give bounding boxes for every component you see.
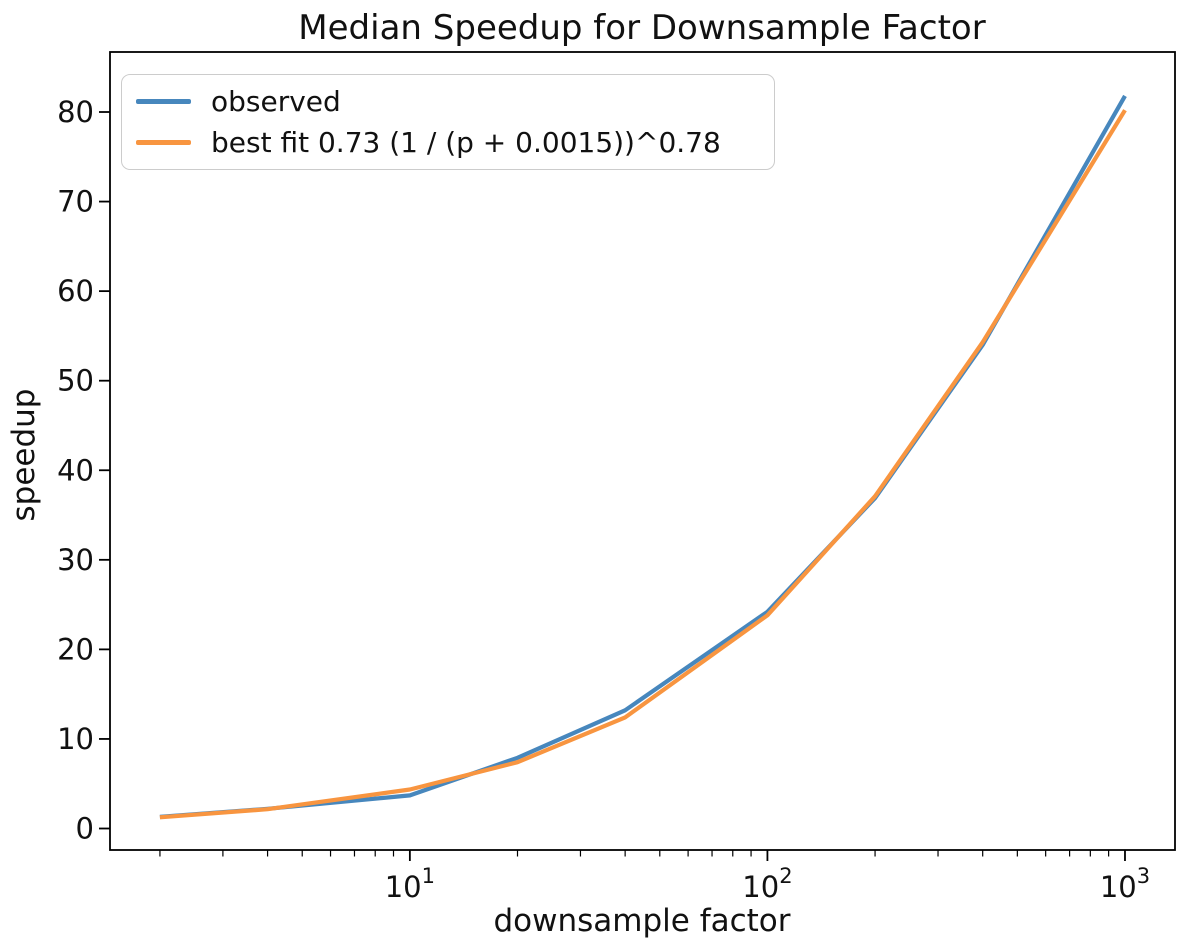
y-tick-label: 40 — [57, 453, 94, 487]
y-tick-label: 50 — [57, 364, 94, 398]
y-tick-label: 20 — [57, 632, 94, 666]
y-tick-label: 10 — [57, 722, 94, 756]
y-tick-label: 30 — [57, 543, 94, 577]
chart-title: Median Speedup for Downsample Factor — [298, 8, 986, 48]
legend: observed best fit 0.73 (1 / (p + 0.0015)… — [121, 74, 775, 170]
series-line-observed — [159, 94, 1127, 819]
axes-spines — [109, 51, 1176, 851]
legend-item-observed: observed — [136, 82, 764, 122]
y-axis-label: speedup — [6, 388, 42, 522]
x-tick-label: 102 — [742, 864, 792, 904]
x-axis-label: downsample factor — [493, 903, 791, 939]
series-line-best-fit — [159, 109, 1127, 820]
legend-item-best-fit: best fit 0.73 (1 / (p + 0.0015))^0.78 — [136, 123, 764, 163]
legend-swatch-best-fit — [136, 140, 191, 145]
legend-label-best-fit: best fit 0.73 (1 / (p + 0.0015))^0.78 — [211, 126, 721, 159]
y-tick-label: 80 — [57, 95, 94, 129]
y-tick-label: 0 — [76, 812, 94, 846]
x-tick-label: 103 — [1100, 864, 1150, 904]
legend-swatch-observed — [136, 99, 191, 104]
y-tick-label: 60 — [57, 274, 94, 308]
legend-label-observed: observed — [211, 85, 341, 118]
x-tick-label: 101 — [385, 864, 435, 904]
y-tick-label: 70 — [57, 185, 94, 219]
